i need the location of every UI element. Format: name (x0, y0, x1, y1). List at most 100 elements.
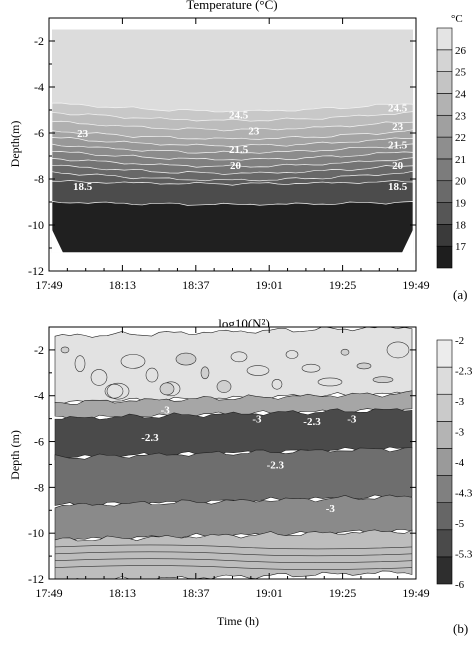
panel-a-label: (a) (453, 287, 467, 302)
panel-b-contour-fill (49, 327, 416, 579)
n2-patch-contour (356, 362, 372, 370)
colorbar-swatch (436, 136, 453, 160)
contour-label: -2.3 (267, 459, 285, 471)
contour-label: -3 (161, 404, 171, 416)
n2-patch-contour (106, 382, 130, 400)
y-tick-label: -8 (34, 172, 44, 186)
n2-bottom-contour (54, 565, 413, 570)
contour-label: 24.5 (229, 110, 249, 122)
contour-label: -3 (252, 414, 262, 426)
n2-patch-contour (216, 380, 232, 393)
colorbar-swatch (436, 180, 453, 203)
n2-patch-contour (200, 366, 210, 380)
y-tick-label: -6 (34, 435, 44, 449)
n2-patch-contour (340, 348, 350, 356)
x-tick-label: 19:01 (256, 586, 283, 600)
x-tick-label: 17:49 (35, 278, 62, 292)
panel-a-title: Temperature (°C) (186, 0, 277, 12)
below-seabed (49, 252, 416, 271)
colorbar-swatch (436, 202, 453, 225)
panel-a-colorbar: 17 18 19 20 21 22 23 24 25 26 (436, 27, 467, 269)
colorbar-label: -3 (455, 427, 465, 439)
contour-label: 18.5 (73, 181, 93, 193)
colorbar-label: -6 (455, 579, 465, 591)
n2-layer (54, 447, 413, 507)
contour-label: 23 (392, 121, 404, 133)
n2-patch-contour (175, 352, 197, 366)
contour-label: 23 (248, 126, 260, 138)
colorbar-swatch (436, 529, 453, 558)
y-tick-label: -12 (28, 264, 44, 278)
panel-b: log10(N²) Depth (m) Time (h) (b) -3-2.3-… (8, 316, 473, 636)
n2-patch-contour (246, 365, 270, 376)
x-tick-label: 19:49 (402, 586, 429, 600)
contour-label: -2.3 (303, 416, 321, 428)
colorbar-label: -4 (455, 457, 465, 469)
colorbar-label: -5 (455, 518, 465, 530)
colorbar-label: 19 (455, 198, 467, 210)
seabed-left (52, 229, 63, 253)
colorbar-label: -2.3 (455, 366, 473, 378)
colorbar-swatch (436, 114, 453, 138)
contour-label: 21.5 (388, 140, 408, 152)
colorbar-label: 17 (455, 241, 467, 253)
n2-patch-contour (104, 383, 124, 399)
colorbar-swatch (436, 27, 453, 51)
n2-patch-contour (120, 354, 146, 369)
y-tick-label: -8 (34, 480, 44, 494)
x-tick-label: 19:25 (329, 586, 356, 600)
colorbar-swatch (436, 158, 453, 182)
y-tick-label: -6 (34, 126, 44, 140)
contour-label: 20 (230, 160, 242, 172)
x-tick-label: 18:37 (182, 586, 209, 600)
colorbar-label: 23 (455, 110, 467, 122)
y-tick-label: -2 (34, 34, 44, 48)
x-tick-label: 19:49 (402, 278, 429, 292)
colorbar-swatch (436, 502, 453, 531)
colorbar-swatch (436, 393, 453, 422)
panel-a-colorbar-unit: °C (451, 13, 463, 25)
n2-patch-contour (372, 376, 394, 383)
contour-label: 21.5 (229, 144, 249, 156)
colorbar-swatch (436, 245, 453, 269)
contour-label: -3 (347, 414, 357, 426)
temperature-band (51, 200, 414, 253)
colorbar-label: 18 (455, 219, 467, 231)
colorbar-label: 21 (455, 154, 466, 166)
n2-patch-contour (159, 382, 175, 396)
n2-patch-contour (90, 369, 108, 386)
n2-layer (54, 529, 413, 579)
panel-a-plot-area: 23 18.5 24.5 23 21.5 20 24.5 23 21.5 20 18.5 (49, 18, 416, 271)
n2-bottom-contour (54, 558, 413, 563)
panel-b-ylabel: Depth (m) (8, 430, 22, 480)
contour-label: 18.5 (388, 181, 408, 193)
colorbar-swatch (436, 475, 453, 503)
n2-patch-contour (271, 378, 283, 390)
y-tick-label: -4 (34, 389, 44, 403)
panel-b-colorbar: -2 -2.3 -3 -3 -4 -4.3 -5 -5.3 -6 (436, 335, 473, 591)
n2-patch-contour (60, 346, 70, 354)
panel-b-label: (b) (453, 621, 468, 636)
contour-label: 20 (392, 160, 404, 172)
panel-b-plot-area: -3 -2.3 -3 -2.3 -3 -2.3 -3 (49, 327, 416, 579)
n2-patch-contour (74, 355, 86, 372)
n2-bottom-contour (54, 544, 413, 550)
x-tick-label: 17:49 (35, 586, 62, 600)
colorbar-swatch (436, 556, 453, 585)
y-tick-label: -2 (34, 343, 44, 357)
colorbar-swatch (436, 448, 453, 476)
panel-a-contour-fill (49, 18, 416, 271)
colorbar-label: 20 (455, 176, 467, 188)
n2-patch-contour (230, 351, 248, 363)
colorbar-swatch (436, 421, 453, 449)
colorbar-label: 24 (455, 88, 467, 100)
contour-label: 24.5 (388, 103, 408, 115)
colorbar-label: -4.3 (455, 488, 473, 500)
n2-patch-contour (301, 363, 321, 373)
colorbar-swatch (436, 339, 453, 368)
x-tick-label: 18:13 (109, 586, 136, 600)
panel-a-axes: 17:49 18:13 18:37 19:01 19:25 19:49 -2 -4 -6 -8 -1… (28, 17, 430, 292)
colorbar-swatch (436, 224, 453, 247)
y-tick-label: -4 (34, 80, 44, 94)
